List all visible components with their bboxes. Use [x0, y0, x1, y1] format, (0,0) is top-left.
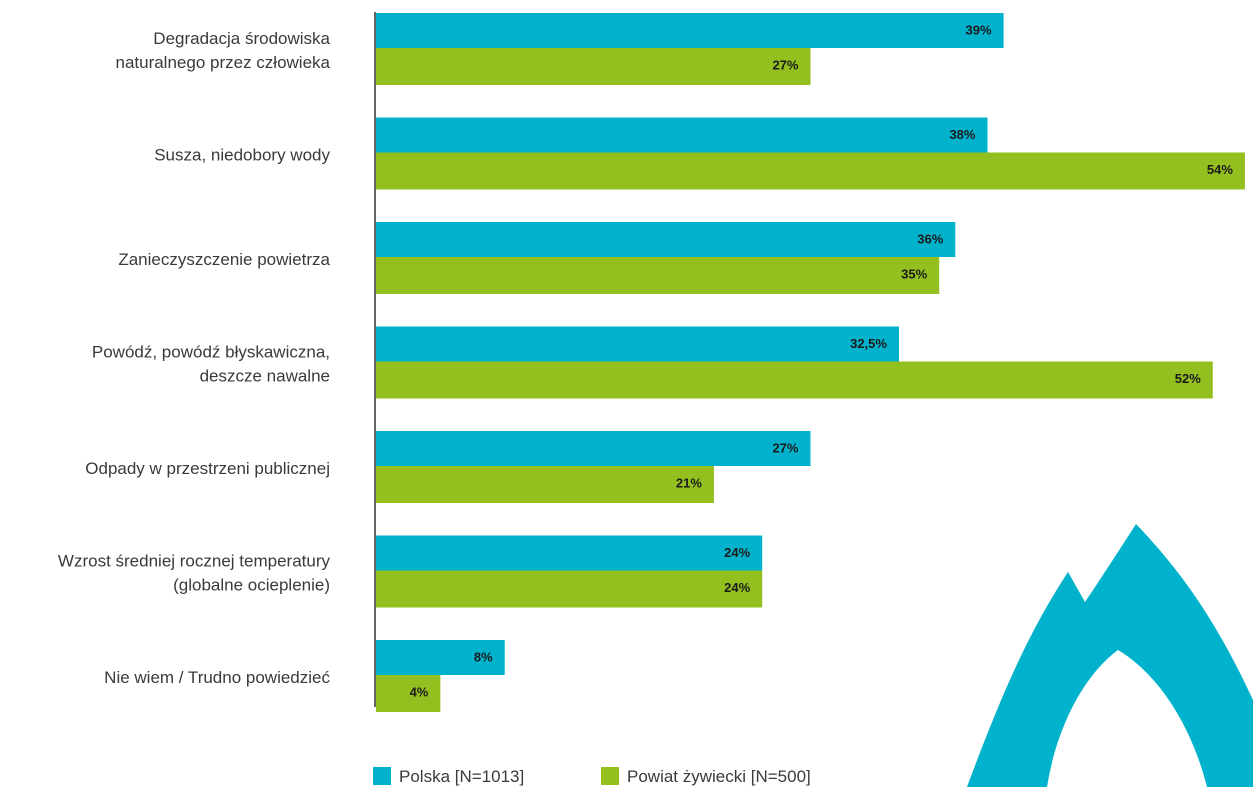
legend-swatch — [601, 767, 619, 785]
data-label: 8% — [474, 650, 493, 665]
bar-polska — [376, 535, 763, 571]
flame-logo-icon — [967, 524, 1253, 787]
category-label: Nie wiem / Trudno powiedzieć — [104, 668, 330, 687]
data-label: 36% — [917, 232, 943, 247]
bar-powiat — [376, 361, 1213, 399]
bar-powiat — [376, 675, 441, 712]
legend-label: Polska [N=1013] — [399, 767, 524, 786]
category-label: Zanieczyszczenie powietrza — [118, 250, 330, 269]
bar-powiat — [376, 570, 763, 608]
data-label: 52% — [1175, 371, 1201, 386]
bar-powiat — [376, 257, 940, 294]
bar-polska — [376, 13, 1004, 48]
bars-layer: 39% 27% 38% 54% 36% 35% 32,5% 52% 27% 21% 24% 24% 8%… — [376, 13, 1245, 712]
data-label: 27% — [772, 441, 798, 456]
category-label: Susza, niedobory wody — [154, 146, 330, 165]
category-label: Wzrost średniej rocznej temperatury (glob… — [58, 552, 331, 595]
data-label: 38% — [949, 127, 975, 142]
bar-powiat — [376, 466, 714, 503]
category-label: Powódź, powódź błyskawiczna, deszcze nawa… — [92, 343, 330, 386]
bar-polska — [376, 222, 956, 257]
bar-powiat — [376, 152, 1245, 190]
category-label: Odpady w przestrzeni publicznej — [85, 459, 330, 478]
category-label: Degradacja środowiska naturalnego przez c… — [115, 29, 330, 72]
data-label: 24% — [724, 545, 750, 560]
bar-polska — [376, 326, 899, 362]
data-label: 54% — [1207, 162, 1233, 177]
data-label: 27% — [772, 58, 798, 73]
data-label: 32,5% — [850, 336, 887, 351]
legend-label: Powiat żywiecki [N=500] — [627, 767, 811, 786]
legend: Polska [N=1013] Powiat żywiecki [N=500] — [373, 767, 811, 786]
category-labels: Degradacja środowiska naturalnego przez c… — [58, 29, 331, 687]
data-label: 21% — [676, 476, 702, 491]
bar-polska — [376, 431, 811, 466]
bar-polska — [376, 640, 505, 675]
data-label: 4% — [410, 685, 429, 700]
data-label: 24% — [724, 580, 750, 595]
bar-polska — [376, 117, 988, 153]
bar-powiat — [376, 48, 811, 85]
data-label: 39% — [966, 23, 992, 38]
data-label: 35% — [901, 267, 927, 282]
legend-swatch — [373, 767, 391, 785]
